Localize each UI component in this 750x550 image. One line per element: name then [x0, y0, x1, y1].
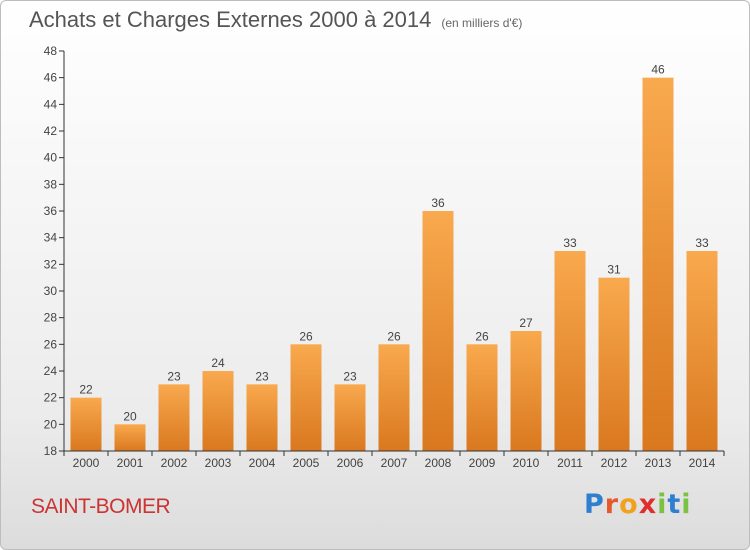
- x-tick-label-2012: 2012: [601, 456, 628, 470]
- bar-2010: [510, 331, 542, 451]
- x-tick-label-2009: 2009: [469, 456, 496, 470]
- logo-letter: x: [638, 489, 658, 520]
- y-tick-label: 28: [44, 311, 58, 325]
- bar-2002: [158, 384, 190, 451]
- y-tick-label: 48: [44, 44, 58, 58]
- value-label-2001: 20: [123, 409, 137, 423]
- y-tick-label: 30: [44, 284, 58, 298]
- value-label-2007: 26: [387, 329, 401, 343]
- value-label-2004: 23: [255, 369, 269, 383]
- y-tick-label: 22: [44, 391, 58, 405]
- y-tick-label: 42: [44, 124, 58, 138]
- x-tick-label-2002: 2002: [161, 456, 188, 470]
- logo-letter: r: [604, 489, 620, 520]
- y-tick-label: 34: [44, 231, 58, 245]
- y-tick-label: 36: [44, 204, 58, 218]
- bar-2007: [378, 344, 410, 451]
- value-label-2008: 36: [431, 196, 445, 210]
- x-tick-label-2003: 2003: [205, 456, 232, 470]
- value-label-2002: 23: [167, 369, 181, 383]
- bar-2011: [554, 251, 586, 451]
- y-tick-label: 20: [44, 417, 58, 431]
- bar-2001: [114, 424, 146, 451]
- y-tick-label: 44: [44, 97, 58, 111]
- chart-unit: (en milliers d'€): [441, 16, 523, 30]
- x-tick-label-2008: 2008: [425, 456, 452, 470]
- y-tick-label: 18: [44, 444, 58, 458]
- bar-2006: [334, 384, 366, 451]
- y-tick-label: 24: [44, 364, 58, 378]
- y-tick-label: 32: [44, 257, 58, 271]
- y-tick-label: 38: [44, 177, 58, 191]
- logo-letter: o: [619, 489, 639, 520]
- y-tick-label: 46: [44, 71, 58, 85]
- value-label-2013: 46: [651, 63, 665, 77]
- logo-letter: P: [584, 489, 605, 520]
- x-tick-label-2004: 2004: [249, 456, 276, 470]
- x-tick-label-2011: 2011: [557, 456, 583, 470]
- bar-2005: [290, 344, 322, 451]
- value-label-2000: 22: [79, 383, 93, 397]
- y-tick-label: 40: [44, 151, 58, 165]
- value-label-2006: 23: [343, 369, 357, 383]
- bar-2003: [202, 371, 234, 451]
- value-label-2012: 31: [607, 263, 621, 277]
- x-tick-label-2005: 2005: [293, 456, 320, 470]
- value-label-2005: 26: [299, 329, 313, 343]
- value-label-2003: 24: [211, 356, 225, 370]
- logo-letter: t: [667, 489, 682, 520]
- value-label-2010: 27: [519, 316, 533, 330]
- proxiti-logo: Proxiti: [584, 489, 692, 520]
- bar-2008: [422, 211, 454, 451]
- bar-2012: [598, 277, 630, 451]
- value-label-2011: 33: [563, 236, 577, 250]
- bar-2014: [686, 251, 718, 451]
- x-tick-label-2013: 2013: [645, 456, 672, 470]
- x-tick-label-2007: 2007: [381, 456, 408, 470]
- bar-2013: [642, 77, 674, 452]
- x-tick-label-2014: 2014: [689, 456, 716, 470]
- bar-2009: [466, 344, 498, 451]
- y-tick-label: 26: [44, 337, 58, 351]
- x-tick-label-2000: 2000: [73, 456, 100, 470]
- chart-title: Achats et Charges Externes 2000 à 2014 (e…: [29, 7, 522, 33]
- bar-2000: [70, 397, 102, 451]
- chart-title-text: Achats et Charges Externes 2000 à 2014: [29, 7, 432, 32]
- x-tick-label-2001: 2001: [117, 456, 144, 470]
- commune-name: SAINT-BOMER: [31, 495, 171, 518]
- value-label-2009: 26: [475, 329, 489, 343]
- x-tick-label-2010: 2010: [513, 456, 540, 470]
- bar-2004: [246, 384, 278, 451]
- x-tick-label-2006: 2006: [337, 456, 364, 470]
- logo-letter: i: [681, 489, 692, 520]
- logo-letter: i: [657, 489, 668, 520]
- value-label-2014: 33: [695, 236, 709, 250]
